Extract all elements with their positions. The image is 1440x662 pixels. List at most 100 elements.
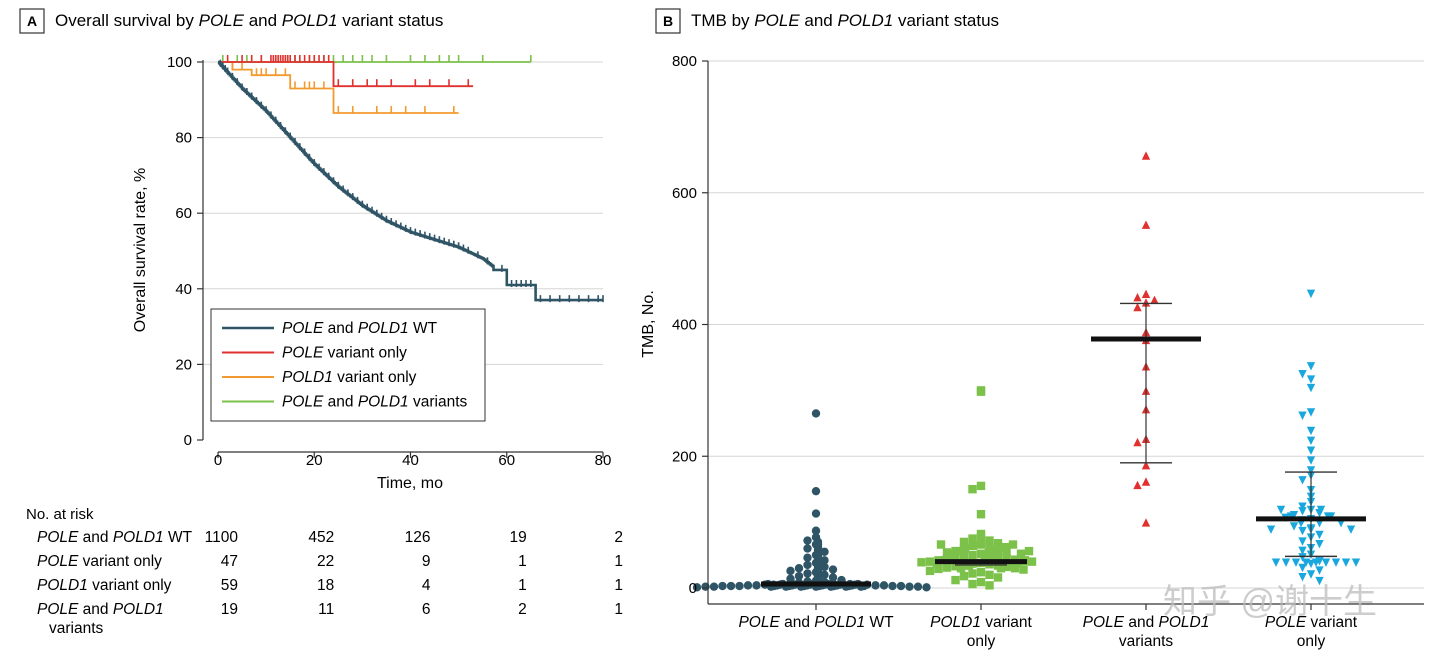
risk-value: 452 [308,529,334,546]
tmb-point [1291,558,1301,567]
tmb-point [1301,558,1311,567]
panel-b-badge-box [655,8,681,34]
tmb-point [917,558,926,567]
tmb-point [1315,566,1324,575]
tmb-point [1271,558,1281,567]
tmb-point [1141,298,1151,307]
survival-x-axis-label: Time, mo [377,475,443,492]
panel-a-header: A Overall survival by POLE and POLD1 var… [19,8,443,34]
tmb-point [968,579,977,589]
risk-value: 1 [518,553,527,570]
tmb-point [735,581,744,591]
risk-row-label: POLE and POLD1 WT [37,529,193,546]
tmb-point [1002,547,1011,556]
survival-series-0 [217,59,604,303]
tmb-category-label: POLE and POLD1 [1083,614,1210,631]
tmb-category-label-line2: only [1297,633,1326,650]
risk-value: 9 [422,553,431,570]
tmb-point [984,548,994,557]
tmb-point [959,552,969,561]
legend-label: POLE variant only [282,345,407,362]
tmb-point [1298,507,1307,516]
tmb-y-tick-label: 400 [672,317,697,334]
survival-y-tick-label: 0 [184,432,192,449]
tmb-point [976,510,986,519]
risk-value: 1 [614,601,623,618]
risk-value: 59 [221,577,238,594]
tmb-point [1266,525,1276,534]
tmb-point [1141,460,1151,470]
tmb-point [1298,502,1307,511]
tmb-category-label: POLE variant [1265,614,1358,631]
tmb-point [1306,375,1316,384]
tmb-point [692,583,702,592]
tmb-category-label-line2: only [967,633,996,650]
survival-plot: 0 20 40 60 80 100 0 20 40 60 80 Overall survival r… [132,54,611,492]
tmb-point [1016,549,1026,558]
tmb-point [1298,563,1307,573]
tmb-summary-3 [1256,471,1366,558]
risk-value: 22 [317,553,334,570]
tmb-point [1276,505,1286,515]
tmb-point [968,550,977,560]
tmb-point [985,536,994,545]
panel-b-title: TMB by POLE and POLD1 variant status [691,11,999,30]
tmb-point [1133,437,1142,447]
tmb-point [1306,383,1316,393]
tmb-point [718,581,727,591]
tmb-point [1351,558,1361,567]
tmb-point [1000,542,1010,552]
tmb-point [820,562,829,572]
tmb-point [925,557,935,566]
tmb-point [820,556,829,565]
risk-row-label: POLE and POLD1 [37,601,164,618]
tmb-point [1141,151,1151,160]
tmb-point [993,539,1003,548]
risk-value: 1 [518,577,527,594]
tmb-point [952,546,962,556]
tmb-point [934,564,943,574]
tmb-point [871,581,880,590]
panel-a-badge-box [19,8,45,34]
survival-curve [218,61,459,114]
tmb-point [1004,561,1014,570]
tmb-point [794,564,804,573]
tmb-point [942,563,952,572]
tmb-point [794,571,804,581]
tmb-point [922,583,931,592]
tmb-category-label-line2: variants [1119,633,1174,650]
risk-table: No. at risk POLE and POLD1 WT 1100 452 126 1… [26,506,623,637]
tmb-point [803,536,812,545]
tmb-point [1306,446,1316,455]
survival-x-tick-label: 80 [595,452,612,469]
tmb-y-tick-label: 800 [672,53,697,70]
tmb-point [1298,476,1307,485]
tmb-point [1298,572,1307,582]
tmb-point [959,571,969,581]
tmb-summary-0 [761,581,871,587]
tmb-point [1306,466,1316,475]
tmb-point [811,486,821,496]
survival-curves [217,55,604,303]
tmb-point [959,537,969,547]
tmb-point [976,549,986,558]
tmb-point [1141,518,1151,527]
risk-value: 4 [422,577,431,594]
tmb-category-label: POLE and POLD1 WT [738,614,894,631]
survival-legend: POLE and POLD1 WT POLE variant only POLD1 … [210,308,486,422]
tmb-point [811,526,821,535]
survival-y-tick-label: 100 [167,54,192,71]
tmb-point [1019,565,1028,574]
tmb-point [752,581,761,590]
risk-value: 1 [614,553,623,570]
risk-row-label-line2: variants [49,620,104,637]
tmb-point [786,566,795,576]
tmb-point [976,532,986,541]
tmb-point [1298,546,1307,555]
tmb-point [803,560,812,570]
tmb-point [905,582,914,591]
tmb-point [1150,295,1159,304]
tmb-point [988,553,998,562]
tmb-category-label: POLD1 variant [930,614,1032,631]
